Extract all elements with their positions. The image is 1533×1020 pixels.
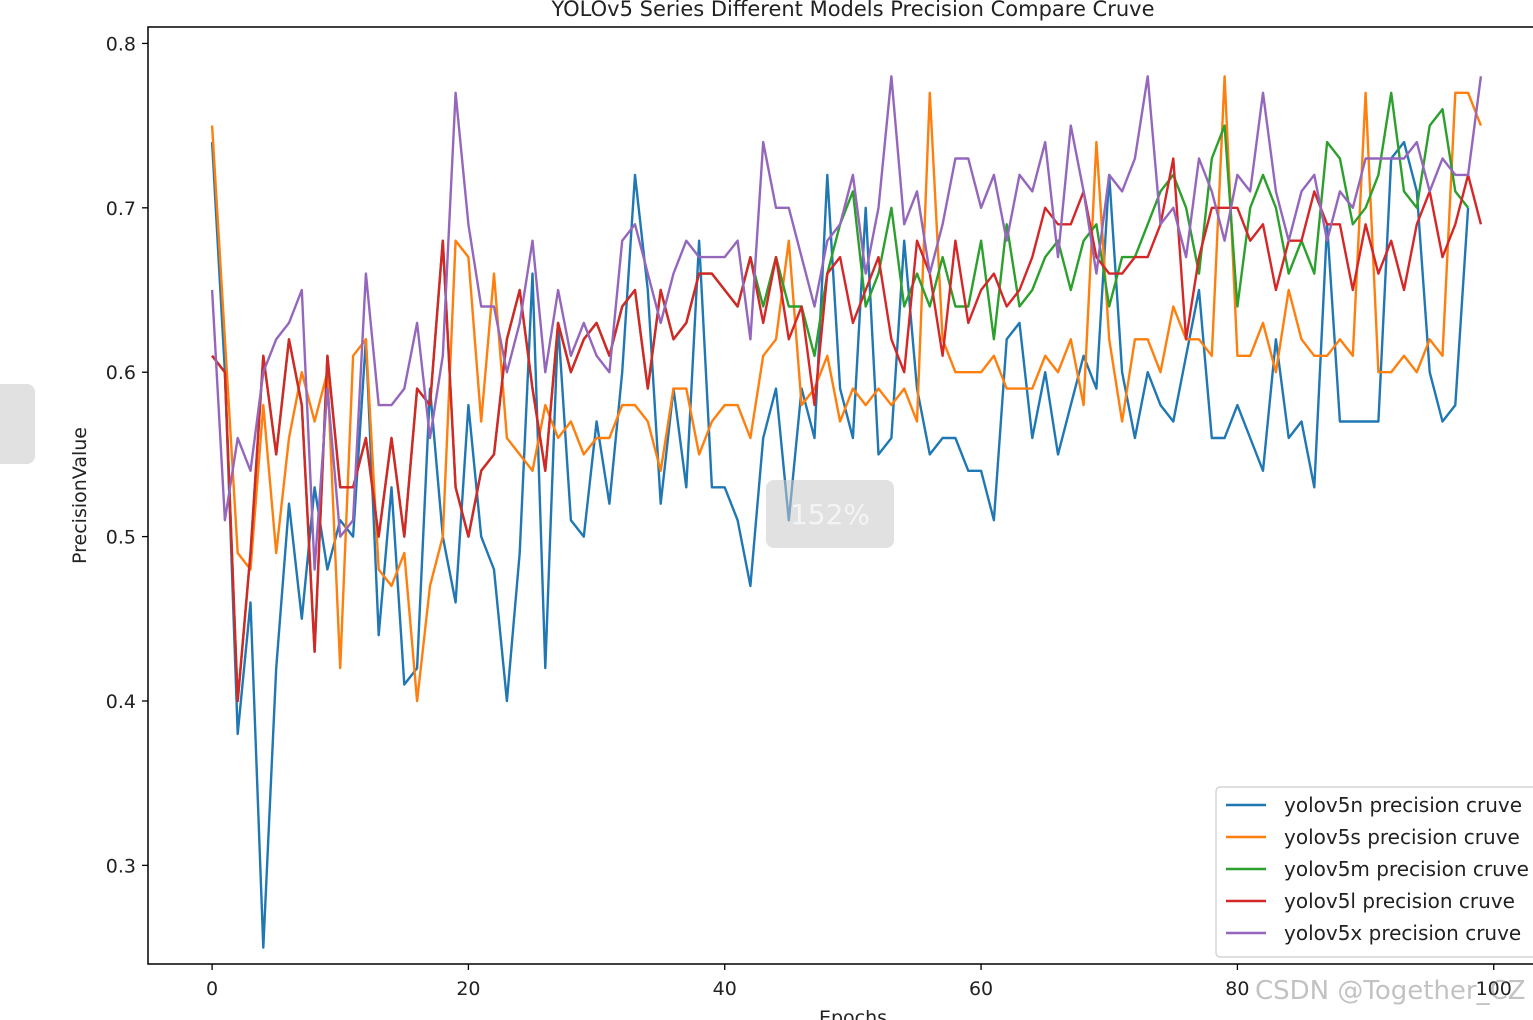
- zoom-level-badge: 152%: [766, 480, 894, 548]
- watermark-text: CSDN @Together_CZ: [1255, 976, 1526, 1006]
- y-tick-label: 0.7: [106, 198, 136, 220]
- side-panel-handle[interactable]: [0, 384, 35, 464]
- y-tick-label: 0.3: [106, 855, 136, 877]
- legend-box: [1215, 786, 1533, 958]
- legend-label: yolov5x precision cruve: [1284, 921, 1521, 945]
- y-axis: 0.3 0.4 0.5 0.6 0.7 0.8: [106, 33, 148, 877]
- y-tick-label: 0.5: [106, 527, 136, 549]
- y-tick-label: 0.8: [106, 33, 136, 55]
- series-line-yolov5l: [211, 157, 1483, 703]
- plot-frame: [147, 26, 1533, 965]
- series-line-yolov5n: [210, 140, 1470, 949]
- chart-title: YOLOv5 Series Different Models Precision…: [550, 0, 1154, 21]
- x-tick-label: 80: [1225, 978, 1249, 1000]
- x-tick-label: 100: [1476, 978, 1512, 1000]
- legend-label: yolov5s precision cruve: [1284, 825, 1520, 849]
- x-tick-label: 20: [456, 978, 480, 1000]
- y-axis-title: PrecisionValue: [69, 427, 91, 564]
- y-tick-label: 0.4: [106, 691, 136, 713]
- x-axis-title: Epochs: [819, 1007, 887, 1020]
- legend: yolov5n precision cruve yolov5s precision…: [1215, 786, 1533, 958]
- x-tick-label: 0: [206, 978, 218, 1000]
- x-tick-label: 60: [969, 978, 993, 1000]
- legend-label: yolov5n precision cruve: [1284, 793, 1522, 817]
- x-tick-label: 40: [713, 978, 737, 1000]
- plot-lines: [210, 75, 1483, 949]
- legend-label: yolov5m precision cruve: [1284, 857, 1529, 881]
- x-axis: 0 20 40 60 80 100: [206, 964, 1512, 1000]
- series-line-yolov5s: [210, 75, 1483, 703]
- legend-label: yolov5l precision cruve: [1284, 889, 1515, 913]
- y-tick-label: 0.6: [106, 362, 136, 384]
- series-line-yolov5x: [210, 75, 1483, 571]
